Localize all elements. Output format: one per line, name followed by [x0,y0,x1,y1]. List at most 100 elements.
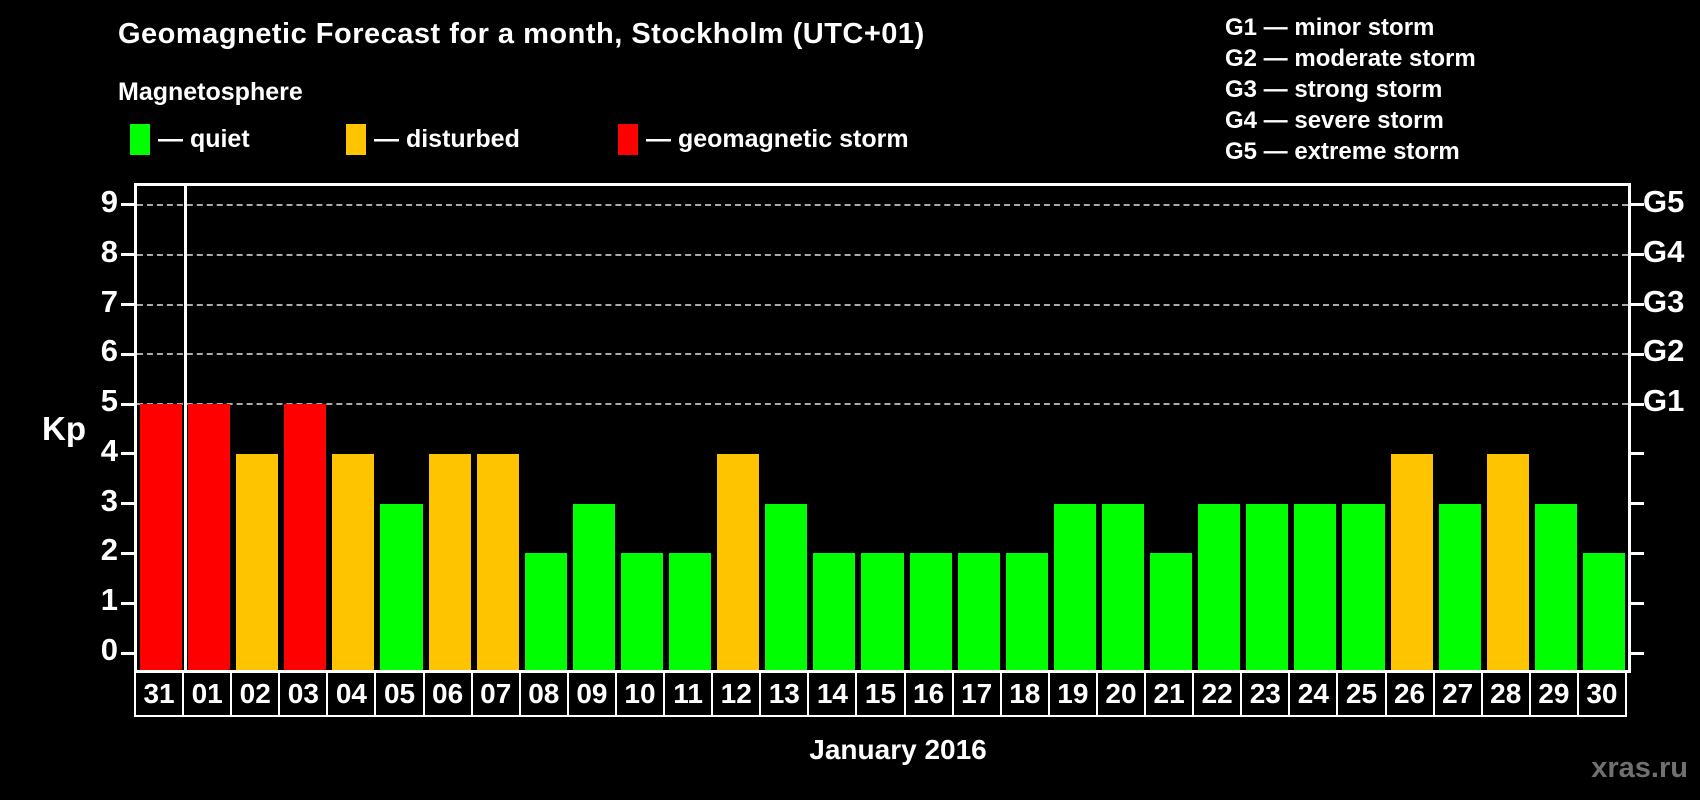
gridline-kp-6 [137,353,1628,356]
bar-day-02 [236,453,279,670]
bar-day-18 [1005,553,1048,670]
day-label-30: 30 [1576,671,1627,717]
x-axis-label: January 2016 [809,734,987,765]
day-label-16: 16 [903,671,954,717]
day-label-05: 05 [374,671,425,717]
left-axis-tick-4 [121,452,134,456]
legend-swatch-storm [618,124,638,155]
day-label-10: 10 [614,671,666,717]
bar-day-06 [428,453,471,670]
day-label-26: 26 [1384,671,1435,717]
y-tick-label-7: 7 [100,283,118,319]
bar-day-31 [140,404,183,670]
plot-area [121,183,1644,673]
bar-day-21 [1150,553,1193,670]
left-axis-tick-6 [121,352,134,356]
g-legend-line-1: G1 — minor storm [1225,14,1435,41]
bar-day-30 [1582,553,1625,670]
g-legend-line-5: G5 — extreme storm [1225,138,1460,165]
bar-day-26 [1390,453,1433,670]
day-label-11: 11 [663,671,714,717]
day-label-02: 02 [230,671,281,717]
right-axis-tick-8 [1631,253,1644,257]
day-label-20: 20 [1095,671,1147,717]
g-tick-label-G2: G2 [1643,333,1685,369]
day-label-27: 27 [1432,671,1483,717]
left-axis-tick-3 [121,502,134,506]
bar-day-07 [476,453,519,670]
day-label-13: 13 [759,671,810,717]
g-legend-line-3: G3 — strong storm [1225,76,1443,103]
legend-swatch-quiet [130,124,150,155]
chart-title: Geomagnetic Forecast for a month, Stockh… [118,18,925,50]
right-axis-tick-4 [1631,452,1644,456]
y-tick-label-0: 0 [100,632,118,667]
bar-day-29 [1534,503,1577,670]
day-label-08: 08 [518,671,569,717]
day-label-01: 01 [182,671,233,717]
legend-swatch-disturbed [346,124,366,155]
day-label-21: 21 [1144,671,1195,717]
right-axis-tick-0 [1631,651,1644,655]
bar-day-04 [332,453,375,670]
bar-day-15 [861,553,904,670]
bar-day-03 [284,404,327,670]
legend-label-storm: — geomagnetic storm [646,125,909,153]
bar-day-28 [1486,453,1529,670]
day-label-25: 25 [1336,671,1387,717]
bar-day-23 [1246,503,1289,670]
y-tick-label-9: 9 [100,183,118,219]
day-label-19: 19 [1047,671,1098,717]
month-separator-line [183,186,187,670]
gridline-kp-9 [137,203,1628,206]
day-label-31: 31 [134,671,185,717]
day-label-15: 15 [855,671,906,717]
right-axis-tick-1 [1631,601,1644,605]
bar-day-13 [765,503,808,670]
chart-subtitle: Magnetosphere [118,78,303,106]
y-axis-label: Kp [42,410,86,447]
day-label-09: 09 [566,671,617,717]
day-label-06: 06 [422,671,473,717]
day-label-17: 17 [951,671,1002,717]
right-axis-tick-3 [1631,502,1644,506]
right-axis-tick-7 [1631,303,1644,307]
left-axis-tick-9 [121,203,134,207]
g-scale-legend: G1 — minor storm G2 — moderate storm G3 — … [1225,12,1476,167]
g-tick-label-G5: G5 [1643,183,1685,219]
right-axis-tick-9 [1631,203,1644,207]
g-tick-label-G3: G3 [1643,283,1685,319]
bar-day-20 [1101,503,1145,670]
left-axis-tick-0 [121,651,134,655]
y-tick-label-2: 2 [100,532,118,568]
left-axis-tick-1 [121,601,134,605]
day-label-28: 28 [1480,671,1531,717]
g-tick-label-G4: G4 [1643,233,1685,269]
day-label-12: 12 [711,671,762,717]
gridline-kp-5 [137,403,1628,406]
y-tick-label-4: 4 [100,432,118,468]
bar-day-25 [1342,503,1385,670]
gridline-kp-7 [137,303,1628,306]
legend-label-disturbed: — disturbed [374,125,520,153]
right-axis-tick-2 [1631,551,1644,555]
bar-day-19 [1053,503,1096,670]
bar-day-01 [188,404,231,670]
right-axis-tick-6 [1631,352,1644,356]
bar-day-10 [620,553,664,670]
day-label-14: 14 [807,671,858,717]
day-label-29: 29 [1528,671,1579,717]
bar-day-17 [957,553,1000,670]
day-label-03: 03 [278,671,329,717]
bar-day-08 [524,553,567,670]
day-label-18: 18 [999,671,1050,717]
bar-day-12 [717,453,760,670]
gridline-kp-8 [137,253,1628,256]
day-label-22: 22 [1192,671,1243,717]
bar-day-05 [380,503,423,670]
left-axis-tick-5 [121,402,134,406]
g-tick-label-G1: G1 [1643,383,1685,419]
bar-day-27 [1438,503,1481,670]
legend-label-quiet: — quiet [158,125,250,153]
y-tick-label-8: 8 [100,233,118,269]
